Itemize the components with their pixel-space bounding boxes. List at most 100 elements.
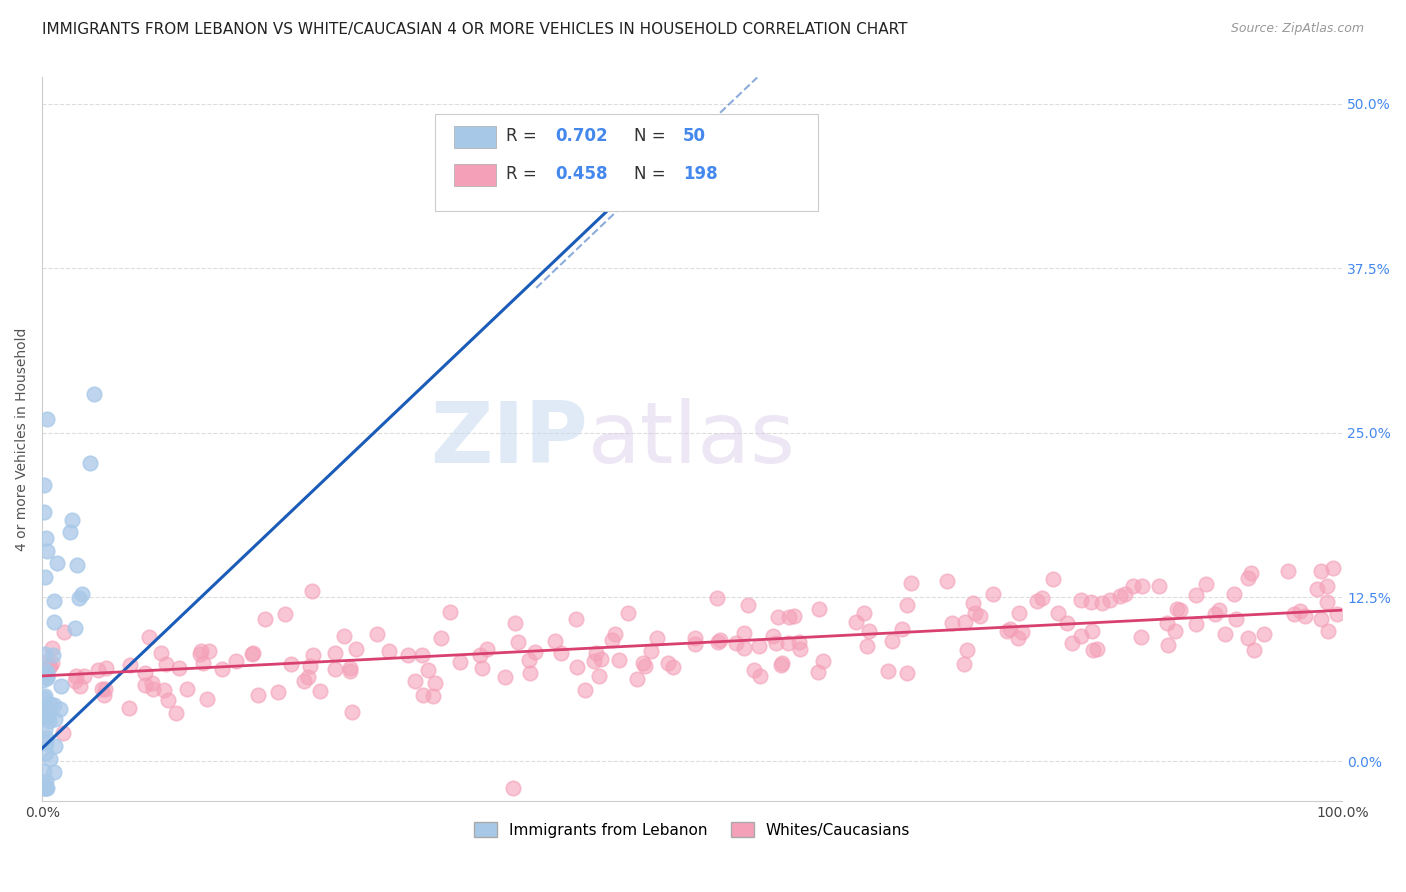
Point xyxy=(190,648,212,662)
Point xyxy=(35,774,58,789)
Point xyxy=(778,636,800,650)
Point xyxy=(1080,595,1102,609)
Point xyxy=(588,669,610,683)
Point xyxy=(845,615,868,629)
Point xyxy=(1322,561,1344,575)
Point xyxy=(603,627,626,641)
Point xyxy=(1208,603,1230,617)
Point xyxy=(267,684,290,698)
Point xyxy=(423,675,446,690)
Point xyxy=(165,706,187,721)
Point xyxy=(69,679,91,693)
Point xyxy=(309,684,332,698)
Point xyxy=(422,689,444,703)
Point xyxy=(45,556,67,570)
Point xyxy=(44,765,66,780)
Point xyxy=(35,701,58,715)
Point xyxy=(34,778,56,792)
Point xyxy=(274,607,297,621)
Point xyxy=(418,663,440,677)
Point xyxy=(617,607,640,621)
Point xyxy=(565,612,588,626)
Point xyxy=(35,665,58,679)
Point xyxy=(502,780,524,795)
Point xyxy=(225,654,247,668)
Point xyxy=(523,645,546,659)
Point xyxy=(683,631,706,645)
Point xyxy=(766,610,789,624)
Point xyxy=(49,679,72,693)
Point xyxy=(896,598,918,612)
Point xyxy=(1326,607,1348,622)
Point xyxy=(626,672,648,686)
Point xyxy=(38,714,60,728)
Point xyxy=(1025,594,1047,608)
Text: R =: R = xyxy=(506,127,543,145)
Point xyxy=(1031,591,1053,605)
FancyBboxPatch shape xyxy=(434,113,818,211)
Point xyxy=(890,622,912,636)
Point xyxy=(707,635,730,649)
Point xyxy=(470,648,492,662)
Point xyxy=(301,583,323,598)
Point xyxy=(1309,565,1331,579)
Point xyxy=(155,657,177,672)
Point xyxy=(856,639,879,653)
Point xyxy=(807,601,830,615)
Point xyxy=(44,594,66,608)
Point xyxy=(35,671,58,685)
Point xyxy=(1243,643,1265,657)
Point xyxy=(1294,609,1316,624)
Point xyxy=(404,673,426,688)
Point xyxy=(789,642,811,657)
Point xyxy=(765,636,787,650)
Point xyxy=(118,701,141,715)
Point xyxy=(65,669,87,683)
Point xyxy=(280,657,302,672)
Point xyxy=(1081,643,1104,657)
Point xyxy=(1204,607,1226,621)
Point xyxy=(475,641,498,656)
Point xyxy=(733,626,755,640)
Point xyxy=(1195,577,1218,591)
Point xyxy=(42,648,65,662)
Point xyxy=(657,656,679,670)
Point xyxy=(31,710,53,724)
Point xyxy=(39,659,62,673)
Point xyxy=(733,641,755,656)
Point xyxy=(778,609,800,624)
Point xyxy=(1149,579,1171,593)
Point xyxy=(896,666,918,681)
Point xyxy=(550,646,572,660)
Point xyxy=(429,631,451,645)
Point xyxy=(292,673,315,688)
Point xyxy=(1000,622,1022,636)
Point xyxy=(190,644,212,658)
Point xyxy=(744,663,766,677)
Point xyxy=(661,660,683,674)
Point xyxy=(32,673,55,687)
Y-axis label: 4 or more Vehicles in Household: 4 or more Vehicles in Household xyxy=(15,327,30,551)
Point xyxy=(52,625,75,640)
Text: IMMIGRANTS FROM LEBANON VS WHITE/CAUCASIAN 4 OR MORE VEHICLES IN HOUSEHOLD CORRE: IMMIGRANTS FROM LEBANON VS WHITE/CAUCASI… xyxy=(42,22,908,37)
Point xyxy=(544,633,567,648)
Point xyxy=(1156,615,1178,630)
Point xyxy=(63,621,86,635)
Point xyxy=(41,656,63,670)
Point xyxy=(1164,624,1187,638)
Point xyxy=(41,640,63,655)
Point xyxy=(35,780,58,795)
Point xyxy=(1213,627,1236,641)
Text: 0.458: 0.458 xyxy=(555,165,609,184)
Point xyxy=(83,387,105,401)
Point xyxy=(981,587,1004,601)
Point xyxy=(396,648,419,662)
Point xyxy=(877,664,900,678)
Point xyxy=(1185,588,1208,602)
Text: R =: R = xyxy=(506,165,543,184)
Point xyxy=(506,634,529,648)
Point xyxy=(1166,602,1188,616)
Point xyxy=(35,780,58,795)
Point xyxy=(297,670,319,684)
Point xyxy=(142,682,165,697)
